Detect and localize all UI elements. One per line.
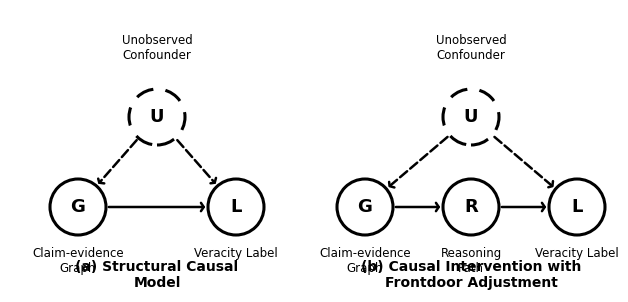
Circle shape [337, 179, 393, 235]
Circle shape [50, 179, 106, 235]
Circle shape [129, 89, 185, 145]
Text: Veracity Label: Veracity Label [535, 247, 619, 260]
Text: Veracity Label: Veracity Label [194, 247, 278, 260]
Text: Claim-evidence
Graph: Claim-evidence Graph [32, 247, 124, 275]
Text: U: U [149, 108, 165, 126]
Text: (a) Structural Causal
Model: (a) Structural Causal Model [75, 260, 239, 290]
Text: Unobserved
Confounder: Unobserved Confounder [436, 34, 506, 62]
Circle shape [549, 179, 605, 235]
Text: L: L [571, 198, 583, 216]
Text: G: G [357, 198, 372, 216]
Text: U: U [463, 108, 479, 126]
Circle shape [443, 89, 499, 145]
Text: G: G [70, 198, 85, 216]
Text: Reasoning
Path: Reasoning Path [440, 247, 502, 275]
Text: Unobserved
Confounder: Unobserved Confounder [122, 34, 192, 62]
Circle shape [443, 179, 499, 235]
Circle shape [208, 179, 264, 235]
Text: Claim-evidence
Graph: Claim-evidence Graph [319, 247, 411, 275]
Text: L: L [230, 198, 242, 216]
Text: R: R [464, 198, 478, 216]
Text: (b) Causal Intervention with
Frontdoor Adjustment: (b) Causal Intervention with Frontdoor A… [361, 260, 581, 290]
